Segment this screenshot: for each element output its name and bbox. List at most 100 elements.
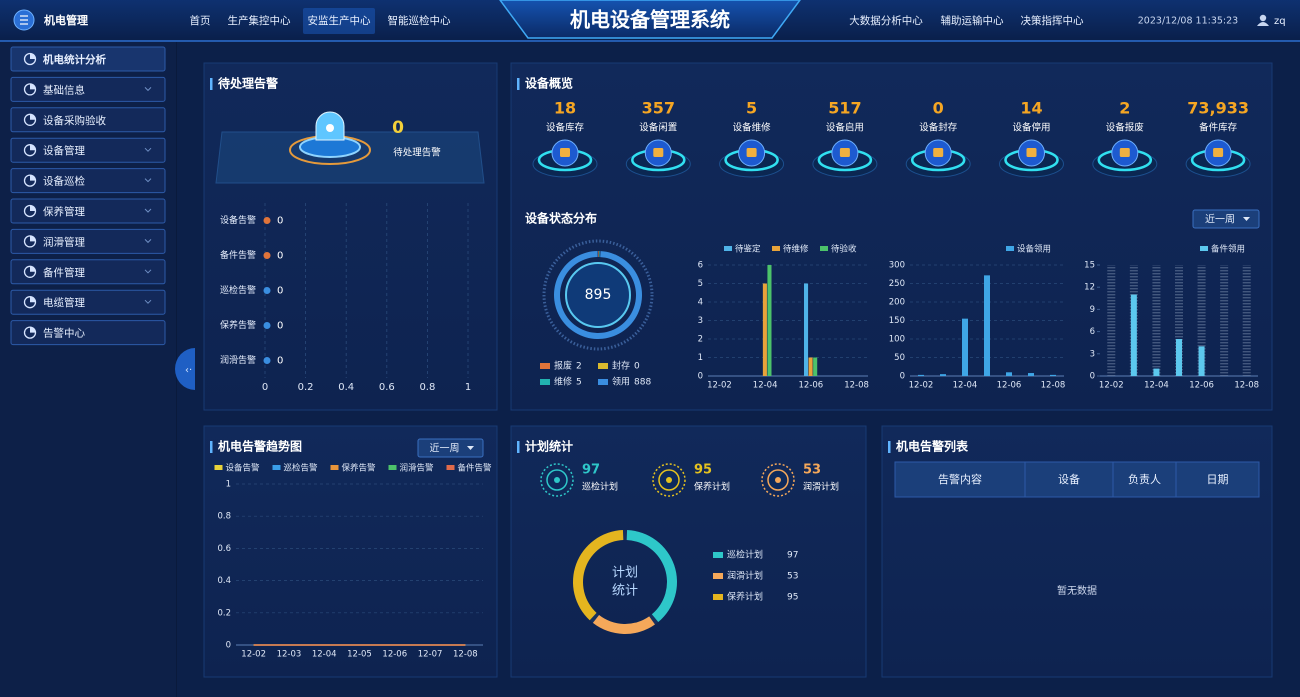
menu-item[interactable]: 机电统计分析 (43, 53, 106, 66)
menu-icon (30, 327, 36, 333)
x-tick-label: 0.8 (419, 382, 435, 393)
legend-label: 待维修 (783, 244, 809, 255)
value-label: 0 (277, 356, 283, 367)
menu-icon (30, 114, 36, 120)
menu-item-box[interactable] (10, 107, 166, 133)
menu-item-box[interactable] (10, 137, 166, 163)
dropdown-label[interactable]: 近一周 (430, 442, 460, 455)
nav-item[interactable]: 首页 (190, 14, 211, 27)
y-tick-label: 4 (698, 298, 703, 308)
donut-center-label: 计划 (612, 566, 638, 581)
y-tick-label: 3 (1090, 349, 1095, 359)
overview-value: 5 (746, 99, 757, 118)
legend-label: 润滑计划 (727, 570, 763, 582)
donut-deco (565, 262, 631, 328)
title-marker (210, 78, 213, 90)
menu-item[interactable]: 电缆管理 (43, 296, 85, 309)
x-tick-label: 12-08 (844, 381, 869, 391)
menu-item[interactable]: 设备采购验收 (43, 114, 106, 127)
legend-swatch (1006, 246, 1014, 251)
plan-icon-glyph (554, 477, 560, 483)
donut-segment (598, 251, 599, 258)
menu-item[interactable]: 告警中心 (43, 327, 85, 340)
alarm-count: 0 (392, 118, 404, 138)
alarm-count-label: 待处理告警 (393, 147, 441, 159)
overview-label: 设备停用 (1012, 122, 1050, 134)
dropdown[interactable] (1192, 209, 1260, 229)
y-tick-label: 0 (226, 641, 231, 651)
nav-item[interactable]: 安监生产中心 (308, 14, 371, 27)
panel-title: 计划统计 (525, 439, 573, 454)
collapse-button[interactable] (175, 348, 195, 390)
plan-icon-ring (652, 463, 686, 497)
menu-item[interactable]: 基础信息 (43, 83, 85, 96)
legend-label: 巡检告警 (284, 463, 319, 474)
bar-background (1220, 265, 1229, 376)
nav-item[interactable]: 生产集控中心 (228, 14, 291, 27)
collapse-icon[interactable]: ‹· (185, 365, 192, 376)
menu-item-box[interactable] (10, 76, 166, 102)
y-tick-label: 2 (698, 335, 703, 345)
y-tick-label: 9 (1090, 305, 1095, 315)
x-tick-label: 12-06 (382, 650, 407, 660)
x-tick-label: 12-05 (347, 650, 372, 660)
overview-value: 517 (828, 99, 861, 118)
nav-item[interactable]: 大数据分析中心 (849, 14, 923, 27)
x-tick-label: 12-04 (1144, 381, 1169, 391)
title-marker (888, 441, 891, 453)
bar (918, 374, 924, 376)
overview-label: 设备维修 (733, 122, 772, 134)
beacon-platform (215, 131, 485, 184)
overview-icon-glyph (1026, 148, 1037, 157)
legend-label: 保养告警 (342, 463, 377, 474)
bar-background (1197, 265, 1206, 376)
overview-value: 357 (642, 99, 675, 118)
value-label: 0 (277, 321, 283, 332)
bar (767, 265, 772, 376)
menu-item[interactable]: 保养管理 (43, 205, 85, 218)
x-tick-label: 12-04 (312, 650, 337, 660)
legend-swatch (388, 465, 397, 470)
legend-label: 封存 (612, 360, 630, 372)
menu-icon (30, 144, 36, 151)
plan-icon-ring (761, 463, 795, 497)
donut-segment (592, 615, 655, 634)
menu-item[interactable]: 设备管理 (43, 144, 85, 157)
y-category-label: 巡检告警 (220, 284, 256, 296)
legend-value: 2 (576, 362, 582, 372)
bar (808, 357, 813, 376)
y-tick-label: 300 (889, 261, 905, 271)
y-tick-label: 50 (894, 353, 905, 363)
legend-swatch (272, 465, 281, 470)
dropdown-label[interactable]: 近一周 (1205, 213, 1235, 226)
menu-item[interactable]: 备件管理 (43, 266, 85, 279)
plan-label: 润滑计划 (803, 481, 839, 493)
menu-item-box[interactable] (10, 168, 166, 194)
y-tick-label: 0 (1090, 372, 1095, 382)
donut-segment (598, 251, 600, 258)
menu-item[interactable]: 润滑管理 (43, 235, 85, 248)
title-plate (499, 0, 801, 39)
menu-item[interactable]: 设备巡检 (43, 175, 85, 188)
overview-icon-glyph (1119, 148, 1130, 157)
menu-item-box[interactable] (10, 289, 166, 315)
bar (1050, 374, 1056, 376)
plan-icon-glyph (666, 477, 672, 483)
menu-icon (30, 175, 36, 181)
menu-item-box[interactable] (10, 259, 166, 285)
nav-item[interactable]: 辅助运输中心 (941, 14, 1004, 27)
nav-item[interactable]: 决策指挥中心 (1021, 14, 1084, 27)
x-tick-label: 12-08 (1234, 381, 1259, 391)
nav-item[interactable]: 智能巡检中心 (388, 14, 451, 27)
x-tick-label: 12-02 (241, 650, 266, 660)
menu-item-box[interactable] (10, 46, 166, 72)
menu-item-box[interactable] (10, 198, 166, 224)
bar-cap (263, 287, 271, 294)
x-tick-label: 12-02 (909, 381, 934, 391)
menu-chevron (144, 269, 152, 274)
legend-swatch (713, 573, 723, 579)
dropdown[interactable] (417, 438, 484, 458)
menu-item-box[interactable] (10, 228, 166, 254)
menu-item-box[interactable] (10, 320, 166, 346)
